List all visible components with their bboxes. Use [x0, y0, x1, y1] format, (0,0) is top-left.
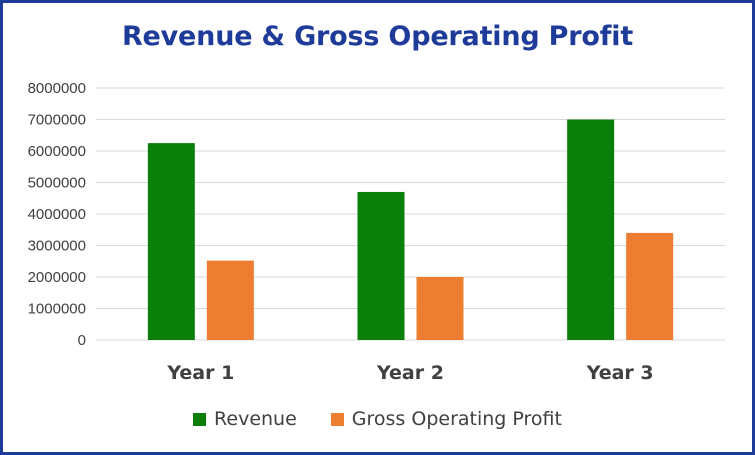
chart-plot: 0 1000000 2000000 3000000 4000000 5000000 6000… — [28, 80, 725, 384]
x-category-label: Year 1 — [166, 362, 234, 384]
legend-item-gross-operating-profit: Gross Operating Profit — [330, 408, 562, 430]
chart-legend: Revenue Gross Operating Profit — [3, 408, 752, 430]
bar-revenue-year-3 — [567, 119, 615, 340]
y-tick-label: 7000000 — [28, 112, 86, 129]
y-tick-label: 1000000 — [28, 301, 86, 318]
x-category-label: Year 2 — [376, 362, 444, 384]
legend-swatch — [330, 412, 344, 426]
y-tick-label: 5000000 — [28, 175, 86, 192]
legend-label: Revenue — [214, 408, 297, 430]
x-category-label: Year 3 — [586, 362, 654, 384]
bar-gross-operating-profit-year-2 — [416, 277, 464, 340]
y-tick-label: 4000000 — [28, 206, 86, 223]
bar-gross-operating-profit-year-3 — [626, 232, 674, 340]
y-tick-label: 6000000 — [28, 143, 86, 160]
bar-revenue-year-2 — [357, 191, 405, 340]
y-tick-label: 3000000 — [28, 238, 86, 255]
chart-title: Revenue & Gross Operating Profit — [121, 21, 634, 52]
y-tick-label: 0 — [78, 332, 86, 349]
legend-label: Gross Operating Profit — [351, 408, 562, 430]
bar-gross-operating-profit-year-1 — [206, 260, 254, 340]
legend-swatch — [193, 412, 207, 426]
bar-revenue-year-1 — [147, 143, 195, 340]
y-tick-label: 2000000 — [28, 269, 86, 286]
y-tick-label: 8000000 — [28, 80, 86, 97]
legend-item-revenue: Revenue — [193, 408, 297, 430]
